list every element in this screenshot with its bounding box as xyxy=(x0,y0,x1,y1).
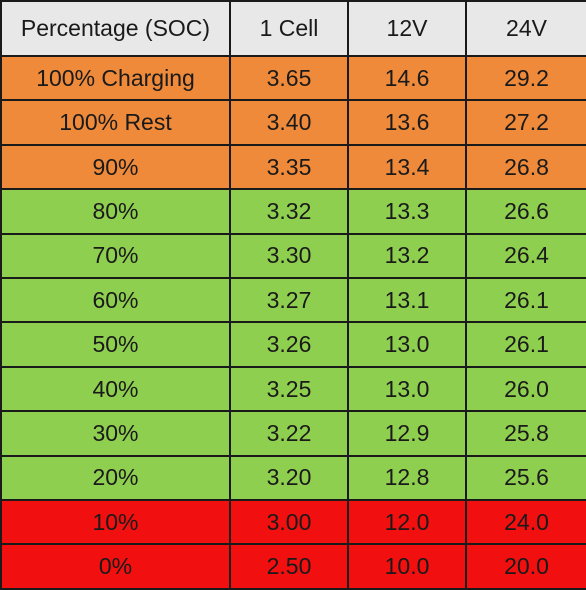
twenty-four-volt-cell: 26.6 xyxy=(465,188,586,235)
one-cell-voltage-cell: 3.30 xyxy=(229,232,349,280)
one-cell-voltage-cell: 3.25 xyxy=(229,365,349,413)
twenty-four-volt-cell: 26.4 xyxy=(465,232,586,280)
table-body: 100% Charging 3.65 14.6 29.2 100% Rest 3.40 13… xyxy=(0,54,586,590)
soc-cell: 70% xyxy=(0,232,231,280)
one-cell-voltage-cell: 3.32 xyxy=(229,188,349,235)
table-row: 100% Charging 3.65 14.6 29.2 xyxy=(0,54,586,102)
one-cell-voltage-cell: 3.40 xyxy=(229,99,349,146)
soc-cell: 0% xyxy=(0,543,231,590)
twelve-volt-cell: 13.0 xyxy=(347,321,467,368)
twelve-volt-cell: 13.2 xyxy=(347,232,467,280)
twenty-four-volt-cell: 24.0 xyxy=(465,499,586,546)
twenty-four-volt-cell: 26.1 xyxy=(465,277,586,324)
twenty-four-volt-cell: 29.2 xyxy=(465,54,586,102)
table-row: 10% 3.00 12.0 24.0 xyxy=(0,499,586,546)
table-row: 0% 2.50 10.0 20.0 xyxy=(0,543,586,590)
twelve-volt-cell: 13.0 xyxy=(347,365,467,413)
one-cell-voltage-cell: 3.35 xyxy=(229,143,349,191)
table-row: 90% 3.35 13.4 26.8 xyxy=(0,143,586,191)
table-row: 60% 3.27 13.1 26.1 xyxy=(0,277,586,324)
table-row: 70% 3.30 13.2 26.4 xyxy=(0,232,586,280)
soc-cell: 50% xyxy=(0,321,231,368)
one-cell-voltage-cell: 2.50 xyxy=(229,543,349,590)
twelve-volt-cell: 13.3 xyxy=(347,188,467,235)
table-row: 40% 3.25 13.0 26.0 xyxy=(0,365,586,413)
one-cell-voltage-cell: 3.22 xyxy=(229,410,349,457)
twenty-four-volt-cell: 26.0 xyxy=(465,365,586,413)
table-row: 30% 3.22 12.9 25.8 xyxy=(0,410,586,457)
soc-cell: 40% xyxy=(0,365,231,413)
soc-cell: 60% xyxy=(0,277,231,324)
twelve-volt-cell: 13.1 xyxy=(347,277,467,324)
table-row: 50% 3.26 13.0 26.1 xyxy=(0,321,586,368)
soc-cell: 20% xyxy=(0,454,231,502)
header-percentage-soc: Percentage (SOC) xyxy=(0,0,231,57)
twelve-volt-cell: 12.9 xyxy=(347,410,467,457)
twenty-four-volt-cell: 25.8 xyxy=(465,410,586,457)
twenty-four-volt-cell: 27.2 xyxy=(465,99,586,146)
soc-cell: 90% xyxy=(0,143,231,191)
twelve-volt-cell: 12.0 xyxy=(347,499,467,546)
table-row: 20% 3.20 12.8 25.6 xyxy=(0,454,586,502)
table-row: 80% 3.32 13.3 26.6 xyxy=(0,188,586,235)
one-cell-voltage-cell: 3.20 xyxy=(229,454,349,502)
table-row: 100% Rest 3.40 13.6 27.2 xyxy=(0,99,586,146)
header-12v: 12V xyxy=(347,0,467,57)
twenty-four-volt-cell: 26.1 xyxy=(465,321,586,368)
twenty-four-volt-cell: 25.6 xyxy=(465,454,586,502)
twelve-volt-cell: 12.8 xyxy=(347,454,467,502)
soc-cell: 100% Charging xyxy=(0,54,231,102)
one-cell-voltage-cell: 3.65 xyxy=(229,54,349,102)
twelve-volt-cell: 10.0 xyxy=(347,543,467,590)
one-cell-voltage-cell: 3.27 xyxy=(229,277,349,324)
twelve-volt-cell: 13.6 xyxy=(347,99,467,146)
twenty-four-volt-cell: 26.8 xyxy=(465,143,586,191)
twelve-volt-cell: 14.6 xyxy=(347,54,467,102)
one-cell-voltage-cell: 3.00 xyxy=(229,499,349,546)
one-cell-voltage-cell: 3.26 xyxy=(229,321,349,368)
soc-cell: 30% xyxy=(0,410,231,457)
header-row: Percentage (SOC) 1 Cell 12V 24V xyxy=(0,0,586,57)
soc-cell: 80% xyxy=(0,188,231,235)
header-24v: 24V xyxy=(465,0,586,57)
soc-cell: 100% Rest xyxy=(0,99,231,146)
twenty-four-volt-cell: 20.0 xyxy=(465,543,586,590)
soc-cell: 10% xyxy=(0,499,231,546)
header-1-cell: 1 Cell xyxy=(229,0,349,57)
twelve-volt-cell: 13.4 xyxy=(347,143,467,191)
